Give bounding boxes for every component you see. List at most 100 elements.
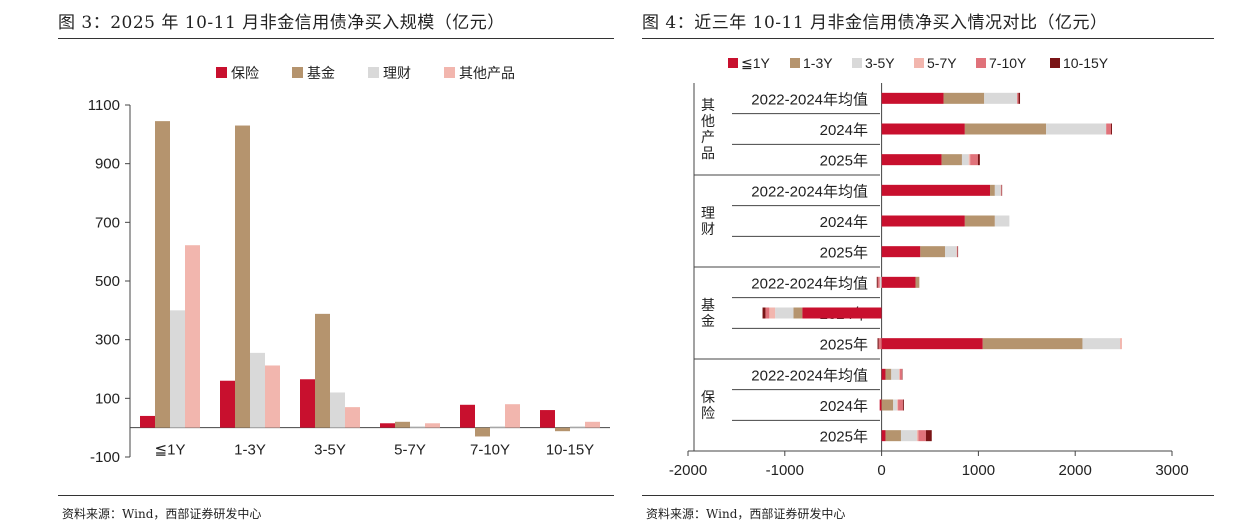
hbar-0-0-5 xyxy=(1018,92,1021,104)
hbar-3-1-1 xyxy=(881,399,894,411)
x-tick-label-right-3: 1000 xyxy=(962,462,995,479)
legend-label-0: 保险 xyxy=(231,65,259,81)
legend-swatch-right-5 xyxy=(1050,58,1060,68)
legend-label-3: 其他产品 xyxy=(459,65,515,81)
row-label-3-0: 2022-2024年均值 xyxy=(751,367,868,384)
hbar-0-1-1 xyxy=(964,123,1047,135)
legend-swatch-1 xyxy=(292,67,303,78)
x-tick-label-4: 7-10Y xyxy=(470,442,510,459)
legend-swatch-right-4 xyxy=(976,58,986,68)
group-label-0: 其他产品 xyxy=(701,97,715,161)
legend-label-right-5: 10-15Y xyxy=(1063,55,1109,71)
hbar-0-0-4 xyxy=(1017,92,1019,104)
hbar-0-2-1 xyxy=(941,154,962,166)
hbar-2-2-0 xyxy=(881,338,983,350)
hbar-2-1-5 xyxy=(762,307,766,319)
hbar-3-1-3 xyxy=(897,399,899,411)
hbar-2-2-2 xyxy=(1082,338,1121,350)
hbar-3-1-2 xyxy=(893,399,898,411)
bar-1-1 xyxy=(235,125,250,428)
bar-5-1 xyxy=(555,427,570,432)
hbar-1-0-5 xyxy=(1001,184,1003,196)
y-tick-label-3: 500 xyxy=(95,273,120,290)
hbar-2-1-2 xyxy=(775,307,794,319)
y-tick-label-2: 300 xyxy=(95,332,120,349)
bar-2-0 xyxy=(300,379,315,428)
bar-1-0 xyxy=(220,380,235,428)
hbar-0-2-3 xyxy=(968,154,971,166)
legend-swatch-0 xyxy=(216,67,227,78)
legend-swatch-right-0 xyxy=(728,58,738,68)
bar-0-1 xyxy=(155,121,170,428)
hbar-3-0-1 xyxy=(885,368,892,380)
hbar-0-1-5 xyxy=(1111,123,1112,135)
hbar-3-0-2 xyxy=(891,368,900,380)
hbar-2-1-3 xyxy=(769,307,776,319)
bar-2-3 xyxy=(345,407,360,428)
hbar-2-0-0 xyxy=(881,276,916,288)
hbar-0-2-5 xyxy=(977,154,980,166)
hbar-0-1-2 xyxy=(1046,123,1107,135)
legend-label-right-1: 1-3Y xyxy=(803,55,833,71)
hbar-3-0-3 xyxy=(899,368,900,380)
hbar-3-1-5 xyxy=(902,399,904,411)
hbar-1-2-5 xyxy=(957,246,959,258)
hbar-0-1-0 xyxy=(881,123,965,135)
bar-1-3 xyxy=(265,365,280,428)
hbar-1-2-1 xyxy=(920,246,946,258)
row-label-1-1: 2024年 xyxy=(820,214,868,231)
hbar-2-2-4 xyxy=(878,338,882,350)
group-label-2: 基金 xyxy=(701,297,715,329)
x-tick-label-5: 10-15Y xyxy=(546,442,594,459)
hbar-2-2-3 xyxy=(1120,338,1122,350)
x-tick-label-right-5: 3000 xyxy=(1155,462,1188,479)
bar-3-0 xyxy=(380,423,395,428)
y-tick-label-6: 1100 xyxy=(88,97,120,114)
hbar-3-0-4 xyxy=(899,368,902,380)
bar-5-0 xyxy=(540,410,555,428)
hbar-1-2-2 xyxy=(945,246,957,258)
hbar-1-1-2 xyxy=(994,215,1010,227)
x-tick-label-1: 1-3Y xyxy=(234,442,266,459)
hbar-0-2-4 xyxy=(970,154,978,166)
hbar-1-0-3 xyxy=(1000,184,1002,196)
x-tick-label-2: 3-5Y xyxy=(314,442,346,459)
hbar-2-1-1 xyxy=(793,307,803,319)
hbar-0-0-2 xyxy=(984,92,1018,104)
bar-3-1 xyxy=(395,421,410,428)
hbar-0-0-1 xyxy=(943,92,985,104)
hbar-3-1-4 xyxy=(898,399,903,411)
hbar-0-0-0 xyxy=(881,92,944,104)
group-label-3: 保险 xyxy=(701,389,715,421)
hbar-2-1-4 xyxy=(765,307,770,319)
hbar-2-1-0 xyxy=(802,307,882,319)
legend-swatch-3 xyxy=(444,67,455,78)
group-label-1: 理财 xyxy=(701,205,715,237)
hbar-2-0-2 xyxy=(879,276,882,288)
bar-0-3 xyxy=(185,245,200,428)
hbar-3-1-0 xyxy=(879,399,882,411)
legend-swatch-right-1 xyxy=(790,58,800,68)
legend-label-right-3: 5-7Y xyxy=(927,55,957,71)
hbar-2-2-1 xyxy=(982,338,1083,350)
x-tick-label-right-1: -1000 xyxy=(766,462,804,479)
y-tick-label-0: -100 xyxy=(90,449,120,466)
y-tick-label-5: 900 xyxy=(95,156,120,173)
row-label-3-2: 2025年 xyxy=(820,429,868,446)
x-tick-label-3: 5-7Y xyxy=(394,442,426,459)
bar-3-3 xyxy=(425,423,440,428)
left-source: 资料来源：Wind，西部证券研发中心 xyxy=(62,507,262,521)
right-chart-title: 图 4：近三年 10-11 月非金信用债净买入情况对比（亿元） xyxy=(642,13,1108,33)
hbar-2-2-5 xyxy=(877,338,879,350)
bar-2-2 xyxy=(330,392,345,428)
bar-0-2 xyxy=(170,310,185,428)
legend-label-2: 理财 xyxy=(383,65,411,81)
hbar-1-0-2 xyxy=(994,184,1001,196)
row-label-0-2: 2025年 xyxy=(820,153,868,170)
hbar-0-2-0 xyxy=(881,154,942,166)
bar-0-0 xyxy=(140,415,155,428)
hbar-3-2-3 xyxy=(916,430,919,442)
legend-swatch-2 xyxy=(368,67,379,78)
hbar-2-0-1 xyxy=(915,276,920,288)
